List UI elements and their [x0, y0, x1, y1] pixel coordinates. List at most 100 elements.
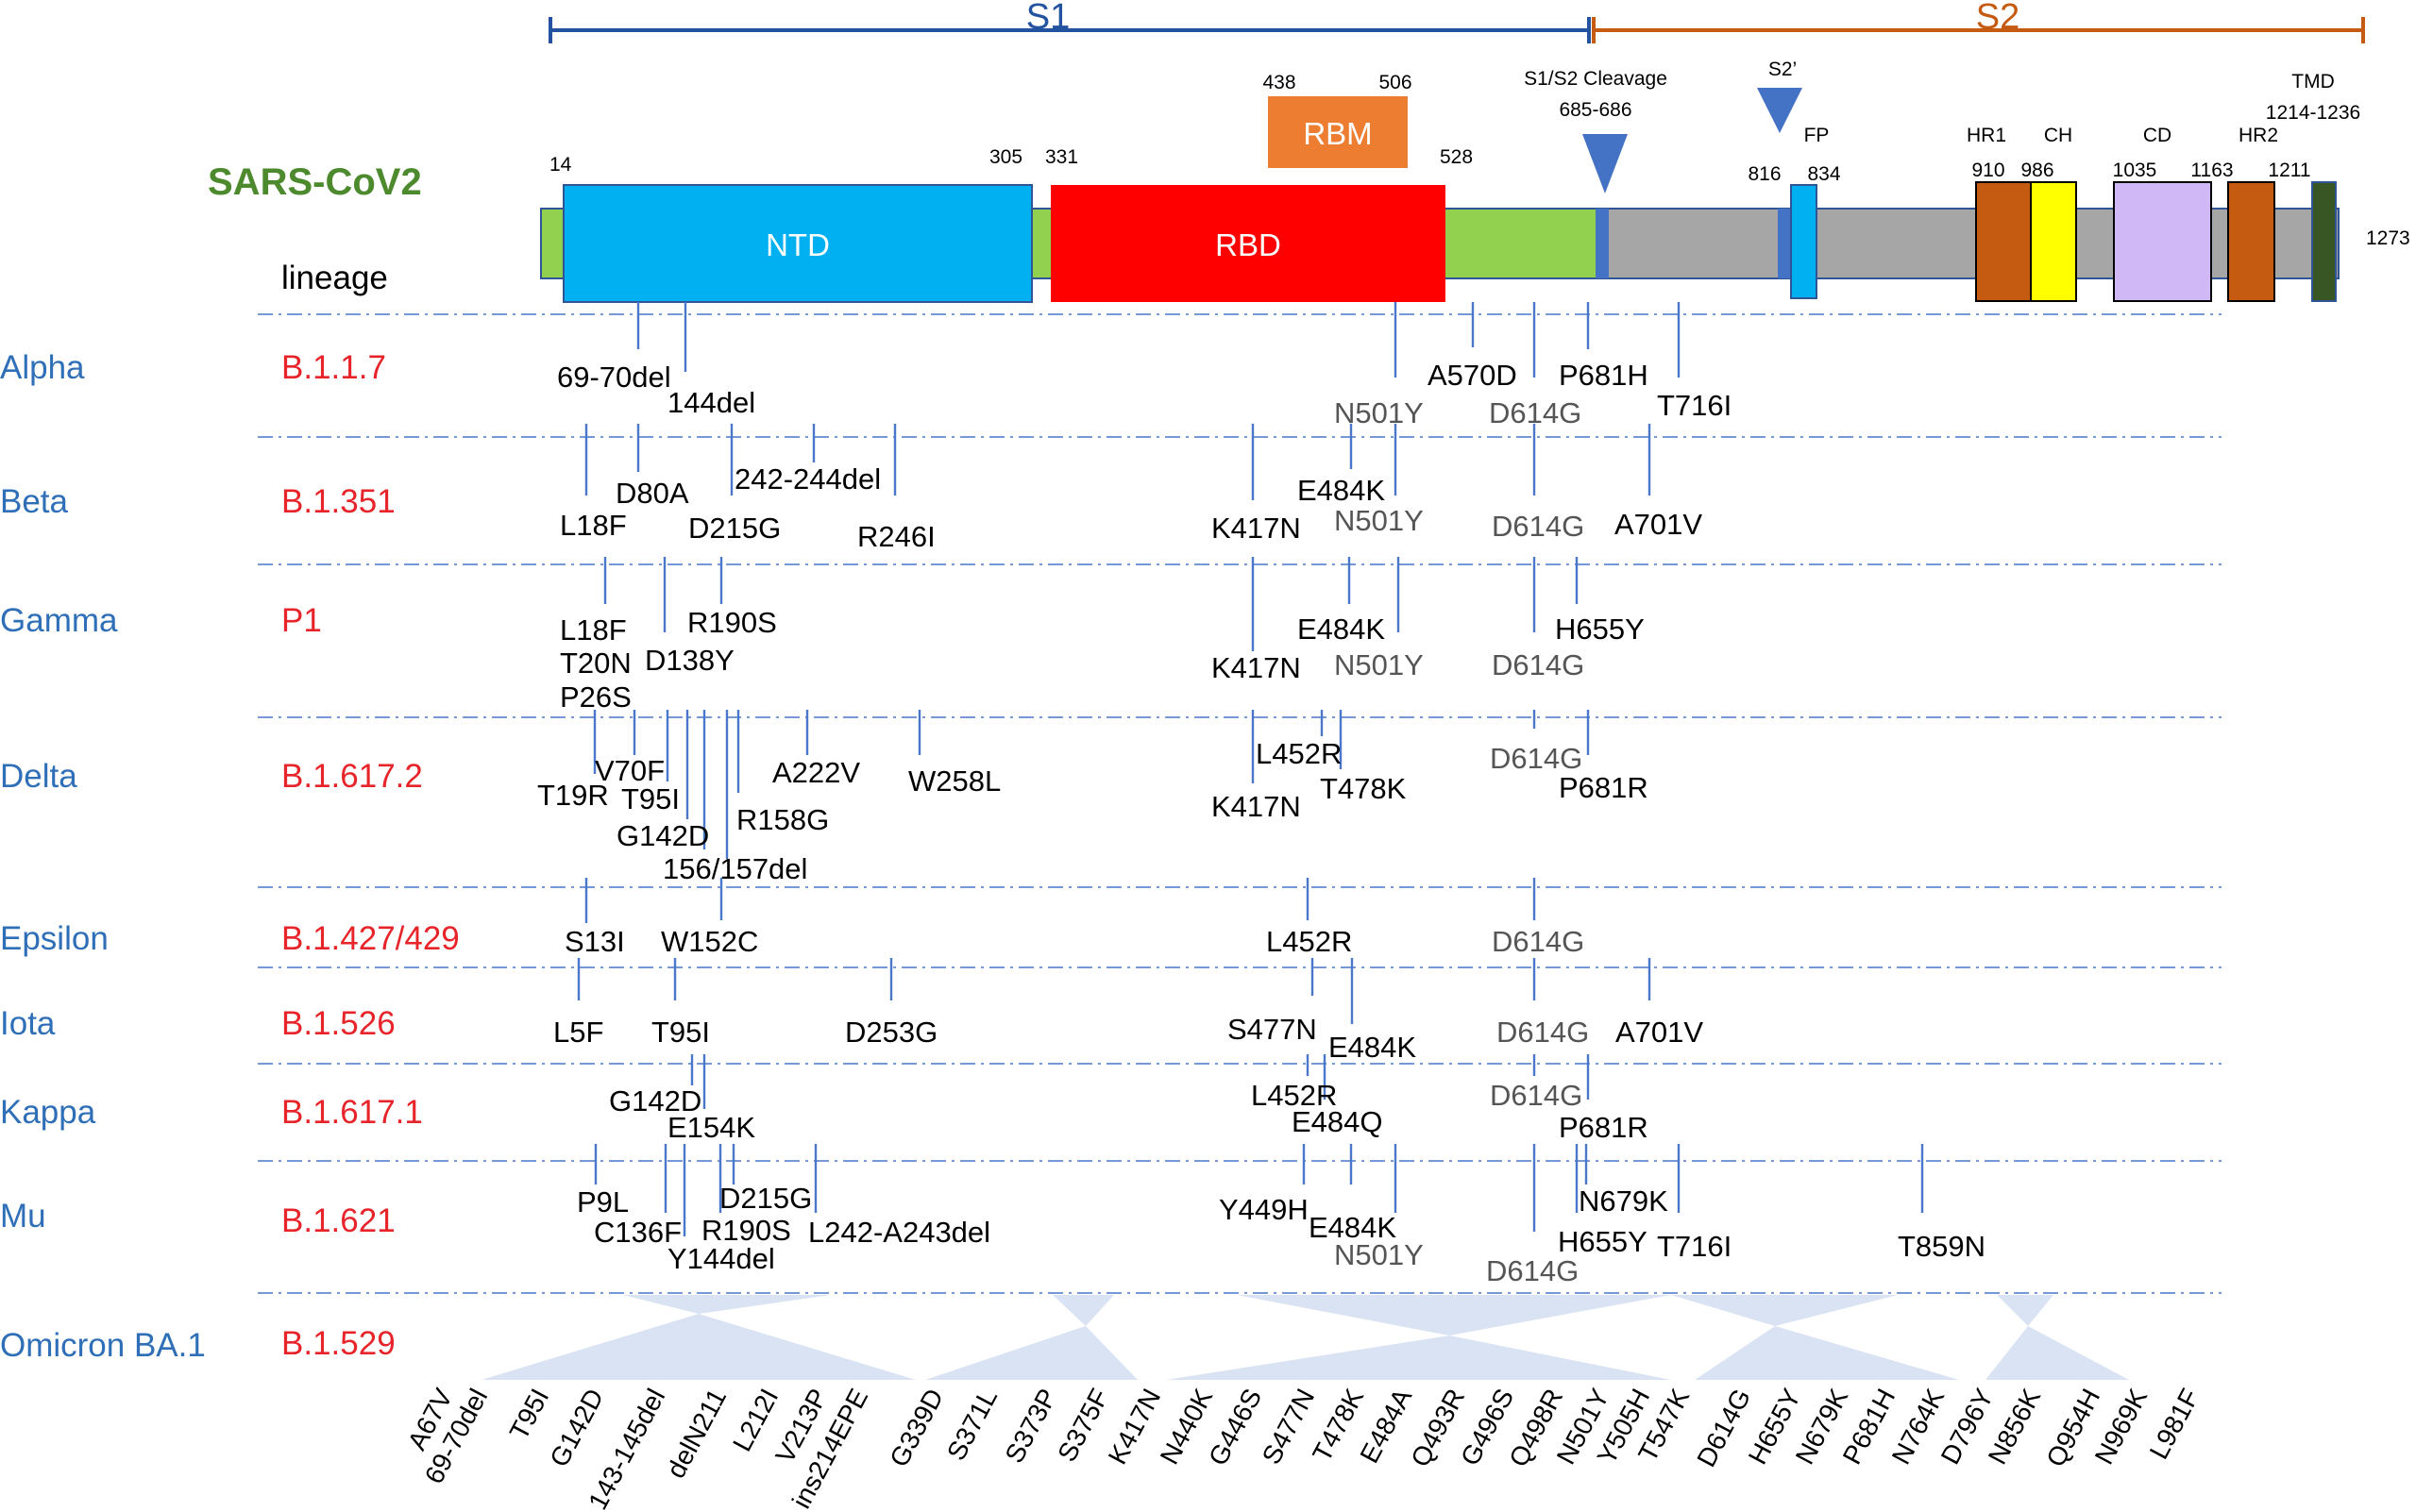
lineage-id: B.1.351: [281, 483, 396, 520]
omicron-fan: [623, 1295, 831, 1314]
mutation-label: L452R: [1256, 737, 1342, 770]
mutation-label: L981F: [2144, 1384, 2205, 1464]
mutation-label: E484K: [1309, 1211, 1396, 1244]
omicron-fan: [1671, 1295, 1898, 1326]
mutation-label: S13I: [565, 925, 625, 958]
mutation-label: P26S: [560, 680, 632, 714]
ntd-label: NTD: [766, 227, 830, 262]
row-gamma: Gamma P1 L18F T20N P26S D138Y R190S K417…: [0, 557, 1645, 714]
mutation-label: Y144del: [667, 1242, 775, 1275]
mutation-label: T716I: [1657, 1230, 1732, 1263]
backbone-s2: [1597, 208, 2340, 279]
omicron-mutation-labels: A67V 69-70del T95I G142D 143-145del delN…: [402, 1384, 2205, 1512]
mutation-label: D253G: [845, 1016, 938, 1049]
fp-start: 816: [1748, 163, 1781, 185]
rbd-end: 528: [1440, 146, 1473, 168]
protein-length: 1273: [2366, 227, 2410, 249]
hr2-label: HR2: [2239, 125, 2278, 146]
mutation-label: N501Y: [1334, 504, 1424, 537]
omicron-fan: [1695, 1326, 1959, 1380]
mutation-label: G142D: [609, 1084, 701, 1117]
cleavage-triangle-icon: [1582, 134, 1628, 193]
fp-end: 834: [1807, 163, 1840, 185]
omicron-fan: [1997, 1295, 2053, 1326]
row-omicron: Omicron BA.1 B.1.529 A67V 69-70del T95I …: [0, 1295, 2205, 1512]
ch-label: CH: [2044, 125, 2072, 146]
mutation-label: K417N: [1211, 651, 1301, 684]
hr1-label: HR1: [1967, 125, 2006, 146]
mutation-label: W152C: [661, 925, 758, 958]
ch-start: 986: [2020, 160, 2053, 181]
mutation-label: T95I: [621, 782, 680, 815]
cleavage-label: S1/S2 Cleavage: [1524, 68, 1667, 90]
lineage-id: B.1.427/429: [281, 920, 460, 957]
rbd-box: [1051, 185, 1445, 302]
mutation-label: Y449H: [1219, 1193, 1309, 1226]
mutation-label: E484K: [1297, 474, 1385, 507]
mutation-label: P681H: [1559, 359, 1648, 392]
mutation-label: L5F: [553, 1016, 603, 1049]
mutation-label: D138Y: [645, 644, 735, 677]
row-beta: Beta B.1.351 L18F D80A D215G 242-244del …: [0, 424, 1702, 553]
tmd-label: TMD: [2291, 71, 2335, 92]
mutation-label: R246I: [857, 520, 936, 553]
cleavage-range: 685-686: [1559, 99, 1631, 121]
mutation-label: S477N: [1227, 1013, 1317, 1046]
variant-name: Gamma: [0, 602, 118, 639]
omicron-fan: [1053, 1295, 1114, 1326]
s2prime-triangle-icon: [1757, 88, 1802, 133]
mutation-label: H655Y: [1558, 1225, 1647, 1258]
rbd-start: 331: [1045, 146, 1078, 168]
variant-name: Epsilon: [0, 920, 109, 957]
s2-label: S2: [1976, 0, 2019, 37]
rbm-start: 438: [1262, 72, 1295, 93]
ntd-start: 14: [549, 154, 572, 176]
mutation-label: 242-244del: [735, 462, 881, 496]
mutation-label: R190S: [687, 606, 777, 639]
cleavage-site: [1596, 209, 1609, 278]
mutation-label: H655Y: [1555, 613, 1645, 646]
mutation-label: N501Y: [1334, 396, 1424, 429]
rbd-label: RBD: [1215, 227, 1281, 262]
cd-start: 1035: [2113, 160, 2157, 181]
mutation-label: N501Y: [1334, 1238, 1424, 1271]
mutation-label: T95I: [504, 1384, 555, 1444]
mutation-label: P681R: [1559, 1111, 1648, 1144]
lineage-header: lineage: [281, 260, 388, 296]
mutation-label: V70F: [595, 754, 665, 787]
omicron-fan: [1237, 1295, 1671, 1336]
mutation-label: G142D: [544, 1384, 609, 1471]
mutation-label: D215G: [688, 512, 781, 545]
lineage-id: B.1.617.1: [281, 1094, 423, 1131]
tmd-box: [2311, 181, 2337, 302]
mutation-label: T859N: [1898, 1230, 1985, 1263]
mutation-label: L242-A243del: [808, 1216, 990, 1249]
hr1-start: 910: [1971, 160, 2004, 181]
mutation-label: delN211: [661, 1384, 732, 1483]
mutation-label: W258L: [908, 764, 1001, 798]
mutation-label: C136F: [594, 1216, 682, 1249]
row-iota: Iota B.1.526 L5F T95I D253G S477N E484K …: [0, 958, 1703, 1064]
mutation-label: D614G: [1492, 925, 1584, 958]
row-kappa: Kappa B.1.617.1 G142D E154K L452R E484Q …: [0, 1054, 1648, 1144]
s2prime-site: [1778, 209, 1791, 278]
lineage-id: P1: [281, 602, 322, 639]
rbm-box: [1268, 96, 1408, 168]
mutation-label: A701V: [1614, 508, 1702, 541]
variant-name: Iota: [0, 1005, 56, 1042]
rbm-end: 506: [1378, 72, 1411, 93]
mutation-label: L18F: [560, 509, 627, 542]
mutation-label: D614G: [1486, 1254, 1579, 1287]
mutation-label: A701V: [1615, 1016, 1703, 1049]
tmd-range: 1214-1236: [2266, 102, 2360, 124]
hr2-start: 1163: [2190, 160, 2233, 181]
omicron-fan: [925, 1326, 1138, 1380]
mutation-label: D614G: [1492, 648, 1584, 681]
row-epsilon: Epsilon B.1.427/429 S13I W152C L452R D61…: [0, 878, 1584, 958]
hr2-box: [2227, 181, 2275, 302]
mutation-label: D215G: [719, 1182, 812, 1215]
omicron-fan: [1985, 1326, 2129, 1380]
lineage-id: B.1.526: [281, 1005, 396, 1042]
fp-label: FP: [1804, 125, 1830, 146]
